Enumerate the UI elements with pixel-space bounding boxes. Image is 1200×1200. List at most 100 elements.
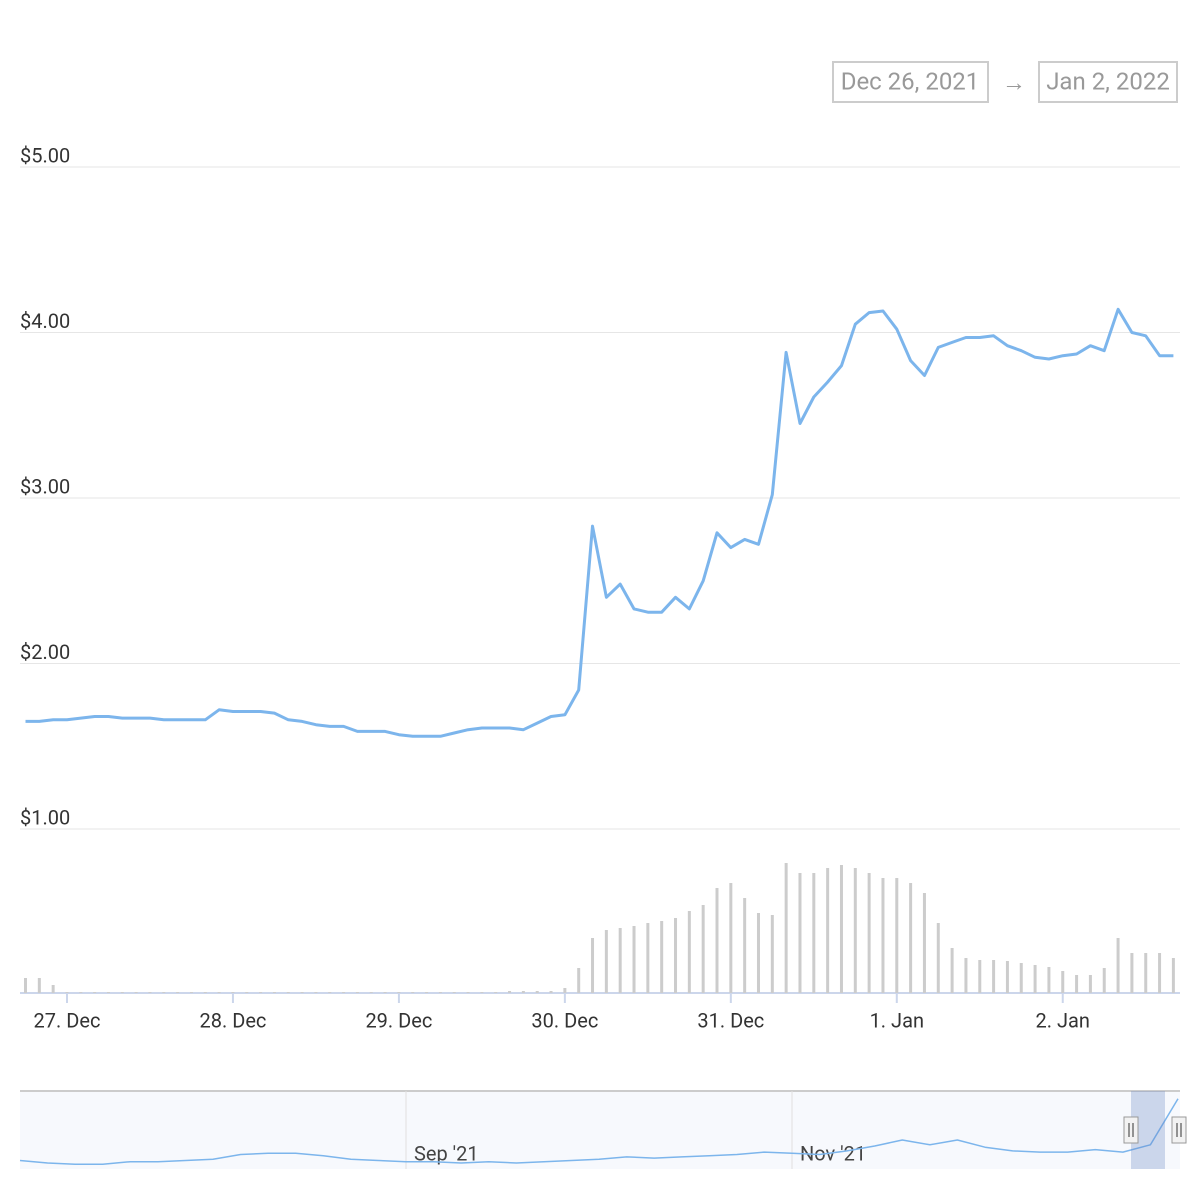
volume-bar — [383, 992, 387, 993]
volume-bar — [452, 992, 456, 993]
volume-bar — [604, 930, 608, 993]
volume-bar — [895, 878, 899, 993]
volume-bar — [37, 978, 41, 993]
volume-bar — [231, 992, 235, 993]
volume-bar — [1061, 971, 1065, 993]
volume-bar — [549, 991, 553, 993]
volume-bar — [217, 992, 221, 993]
volume-bar — [770, 915, 774, 993]
volume-bar — [563, 988, 567, 993]
volume-bar — [992, 960, 996, 993]
volume-bar — [1088, 975, 1092, 993]
volume-bar — [51, 985, 55, 993]
volume-bar — [715, 888, 719, 993]
volume-bar — [839, 865, 843, 993]
volume-bar — [978, 960, 982, 993]
volume-bar — [438, 992, 442, 993]
navigator-line — [19, 1098, 1179, 1165]
x-tick-label: 2. Jan — [1036, 1008, 1090, 1032]
x-tick-label: 27. Dec — [34, 1008, 101, 1032]
range-separator: → — [1002, 68, 1026, 96]
volume-bar — [162, 992, 166, 993]
volume-bar — [189, 992, 193, 993]
volume-bar — [1033, 965, 1037, 993]
volume-bar — [259, 992, 263, 993]
volume-bar — [355, 992, 359, 993]
volume-bar — [203, 992, 207, 993]
volume-bar — [1116, 938, 1120, 993]
x-tick-label: 1. Jan — [870, 1008, 924, 1032]
range-from[interactable]: Dec 26, 2021 — [841, 67, 980, 95]
volume-bar — [632, 926, 636, 993]
volume-bar — [660, 921, 664, 993]
volume-bar — [756, 913, 760, 993]
volume-bar — [881, 878, 885, 993]
volume-bar — [120, 992, 124, 993]
volume-bar — [425, 992, 429, 993]
volume-bar — [701, 905, 705, 993]
volume-bar — [950, 948, 954, 993]
volume-bar — [535, 991, 539, 993]
volume-bar — [521, 991, 525, 993]
volume-bar — [508, 991, 512, 993]
x-tick-label: 29. Dec — [365, 1008, 432, 1032]
volume-bar — [784, 863, 788, 993]
volume-bar — [812, 873, 816, 993]
x-tick-label: 31. Dec — [697, 1008, 764, 1032]
volume-bar — [909, 883, 913, 993]
volume-bar — [79, 992, 83, 993]
volume-bar — [936, 923, 940, 993]
volume-bar — [646, 923, 650, 993]
volume-bar — [674, 918, 678, 993]
y-tick-label: $5.00 — [20, 143, 70, 167]
x-tick-label: 28. Dec — [199, 1008, 266, 1032]
price-line — [25, 307, 1174, 738]
volume-bar — [411, 992, 415, 993]
volume-bar — [1130, 953, 1134, 993]
volume-bar — [480, 992, 484, 993]
volume-bar — [1102, 968, 1106, 993]
navigator-handle-right[interactable] — [1171, 1116, 1187, 1144]
volume-bar — [314, 992, 318, 993]
volume-bar — [300, 992, 304, 993]
volume-bar — [798, 873, 802, 993]
volume-bar — [1171, 958, 1175, 993]
volume-bar — [286, 992, 290, 993]
range-to[interactable]: Jan 2, 2022 — [1046, 67, 1170, 95]
volume-bar — [272, 992, 276, 993]
volume-bar — [826, 868, 830, 993]
volume-bar — [853, 868, 857, 993]
navigator-selection[interactable] — [1123, 1091, 1187, 1169]
volume-bar — [397, 992, 401, 993]
volume-bar — [24, 978, 27, 993]
range-from-box[interactable] — [832, 61, 989, 103]
x-tick-label: 30. Dec — [531, 1008, 598, 1032]
volume-bar — [922, 893, 926, 993]
volume-bar — [618, 928, 622, 993]
volume-bar — [93, 992, 97, 993]
volume-bar — [342, 992, 346, 993]
volume-bar — [1144, 953, 1148, 993]
navigator-handle-left[interactable] — [1123, 1116, 1139, 1144]
volume-bar — [964, 958, 968, 993]
volume-bar — [466, 992, 470, 993]
volume-bar — [106, 992, 110, 993]
volume-bar — [494, 992, 498, 993]
volume-bar — [1019, 963, 1023, 993]
volume-bar — [1005, 961, 1009, 993]
volume-bar — [1158, 953, 1162, 993]
y-tick-label: $2.00 — [20, 640, 70, 664]
volume-bar — [148, 992, 152, 993]
volume-bar — [867, 873, 871, 993]
volume-bar — [245, 992, 249, 993]
volume-bar — [729, 883, 733, 993]
volume-bar — [743, 898, 747, 993]
volume-bar — [1075, 975, 1079, 993]
volume-bar — [65, 992, 69, 993]
volume-bar — [1047, 967, 1051, 993]
y-tick-label: $3.00 — [20, 474, 70, 498]
y-tick-label: $1.00 — [20, 805, 70, 829]
volume-bar — [577, 968, 581, 993]
range-to-box[interactable] — [1038, 61, 1178, 103]
